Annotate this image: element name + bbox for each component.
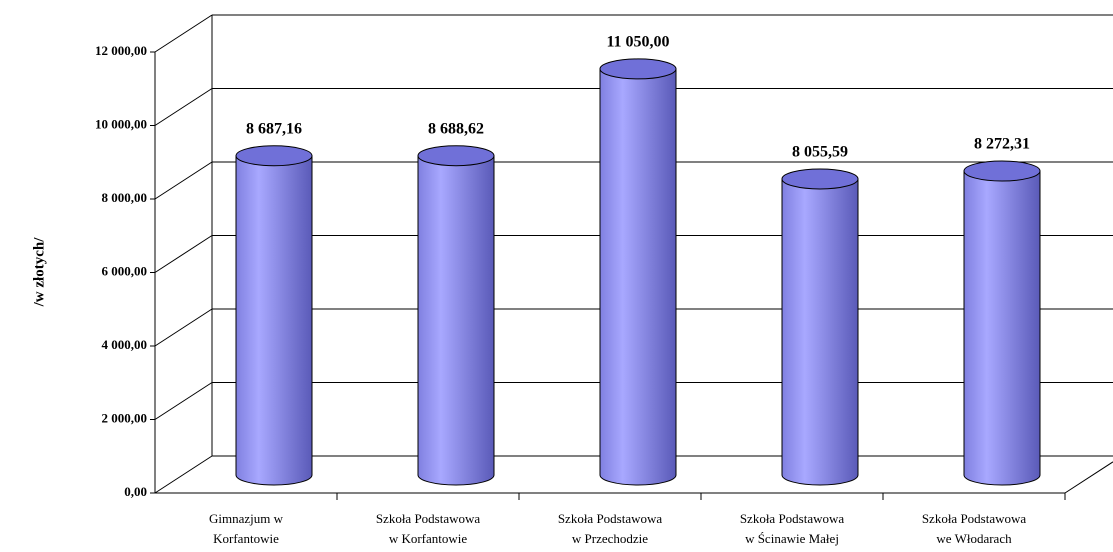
grid-line — [154, 382, 213, 420]
value-label: 11 050,00 — [606, 34, 669, 51]
grid-line — [154, 161, 213, 200]
bar — [235, 155, 313, 486]
x-tick-label: w Ścinawie Małej — [745, 531, 839, 546]
x-tick-label: Szkoła Podstawowa — [740, 511, 845, 526]
y-tick-label: 10 000,00 — [95, 116, 147, 131]
bar-top — [781, 168, 859, 190]
y-tick-label: 0,00 — [124, 484, 147, 499]
bar-top — [599, 58, 677, 80]
grid-line — [154, 88, 213, 126]
bar-top — [235, 145, 313, 167]
bar — [781, 178, 859, 486]
bar — [417, 155, 495, 486]
y-tick-label: 2 000,00 — [102, 410, 148, 425]
grid-line — [154, 14, 213, 53]
floor-edge — [1064, 461, 1113, 494]
value-label: 8 687,16 — [246, 120, 302, 137]
x-tick-label: Gimnazjum w — [209, 511, 284, 526]
x-tick-label: Szkoła Podstawowa — [376, 511, 481, 526]
value-label: 8 688,62 — [428, 120, 484, 137]
x-tick-label: we Włodarach — [936, 531, 1012, 546]
y-tick-label: 4 000,00 — [102, 337, 148, 352]
value-label: 8 272,31 — [974, 136, 1030, 153]
x-tick-label: Szkoła Podstawowa — [558, 511, 663, 526]
bar-top — [963, 160, 1041, 182]
x-tick-label: w Korfantowie — [389, 531, 468, 546]
grid-line — [154, 308, 213, 347]
grid-line — [154, 235, 213, 273]
grid-line — [154, 455, 213, 494]
y-axis-label: /w złotych/ — [31, 237, 47, 308]
x-tick-label: Szkoła Podstawowa — [922, 511, 1027, 526]
y-tick-label: 8 000,00 — [102, 190, 148, 205]
bar-top — [417, 145, 495, 167]
y-tick-label: 6 000,00 — [102, 263, 148, 278]
bar — [599, 68, 677, 486]
x-tick-label: w Przechodzie — [572, 531, 648, 546]
value-label: 8 055,59 — [792, 144, 848, 161]
x-tick-label: Korfantowie — [213, 531, 279, 546]
bar — [963, 170, 1041, 486]
y-tick-label: 12 000,00 — [95, 43, 147, 58]
